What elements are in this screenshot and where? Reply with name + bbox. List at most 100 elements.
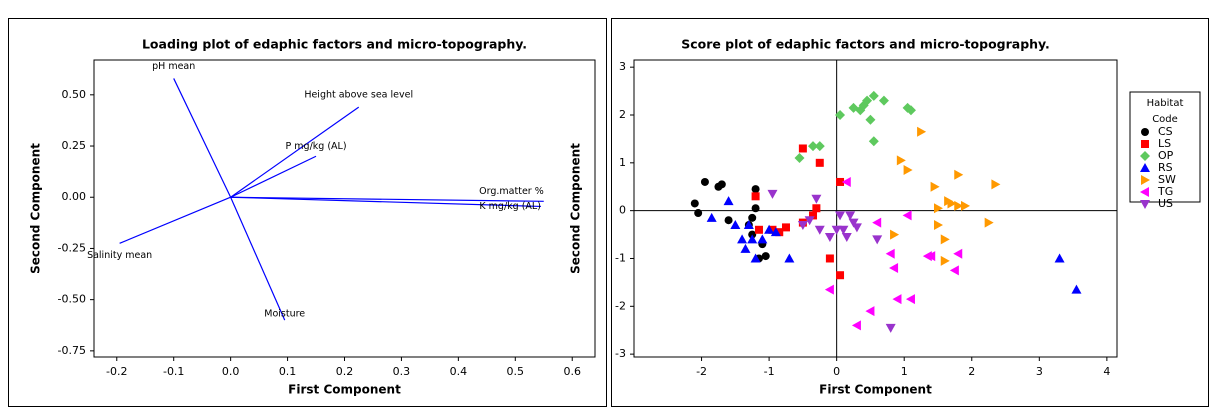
point: [933, 203, 943, 214]
point: [784, 253, 795, 263]
point: [1071, 284, 1082, 294]
point: [836, 271, 845, 280]
x-tick-label: -2: [696, 365, 707, 378]
point: [831, 225, 842, 235]
point: [811, 194, 822, 204]
point: [700, 177, 709, 186]
point: [824, 284, 834, 295]
legend-marker: [1141, 140, 1149, 148]
point: [835, 110, 846, 120]
point: [751, 192, 760, 201]
legend-marker: [1140, 163, 1150, 172]
y-axis-title: Second Component: [569, 143, 583, 274]
x-tick-label: 1: [901, 365, 908, 378]
point: [954, 169, 964, 180]
legend-box: [1129, 91, 1201, 203]
loading-vector: [173, 78, 232, 198]
point: [984, 217, 994, 228]
vector-label: K mg/kg (AL): [479, 201, 541, 212]
point: [885, 248, 895, 259]
y-tick-label: -1: [615, 251, 626, 264]
point: [917, 126, 927, 137]
point: [761, 252, 770, 261]
plot-frame: [633, 59, 1118, 358]
point: [808, 141, 819, 152]
point: [768, 225, 777, 234]
x-axis-title: First Component: [819, 383, 932, 397]
y-tick-label: 2: [619, 108, 626, 121]
point: [896, 155, 906, 166]
x-tick-label: 3: [1036, 365, 1043, 378]
y-tick-label: 0.00: [62, 190, 87, 203]
point: [933, 220, 943, 230]
point: [872, 235, 883, 245]
point: [851, 223, 862, 233]
point: [872, 217, 882, 228]
loading-vector: [230, 196, 544, 202]
legend-marker: [1140, 187, 1149, 197]
y-tick-label: -0.75: [58, 344, 86, 357]
point: [926, 251, 936, 262]
x-tick-label: -1: [764, 365, 775, 378]
y-tick-label: -2: [615, 299, 626, 312]
point: [848, 218, 859, 228]
point: [748, 213, 757, 222]
point: [750, 253, 761, 263]
point: [781, 223, 790, 232]
point: [724, 216, 733, 225]
x-tick-label: 0.1: [279, 365, 297, 378]
point: [905, 105, 916, 116]
point: [740, 243, 751, 253]
point: [751, 204, 760, 213]
y-axis-title: Second Component: [29, 143, 43, 274]
legend-label: CS: [1158, 125, 1173, 138]
x-axis-title: First Component: [288, 383, 401, 397]
point: [751, 185, 760, 194]
loading-vector: [230, 196, 541, 208]
vector-label: Org.matter %: [479, 186, 544, 197]
legend-label: US: [1158, 197, 1173, 210]
point: [905, 294, 915, 305]
legend-label: OP: [1158, 149, 1174, 162]
point: [862, 95, 873, 106]
y-tick-label: 1: [619, 156, 626, 169]
point: [797, 221, 808, 230]
x-tick-label: 0.4: [450, 365, 468, 378]
point: [815, 158, 824, 167]
legend-label: TG: [1157, 185, 1173, 198]
point: [835, 211, 846, 221]
loading-vector: [230, 196, 286, 321]
point: [865, 306, 875, 317]
point: [930, 181, 940, 192]
legend-label: RS: [1158, 161, 1173, 174]
point: [902, 210, 912, 221]
point: [954, 200, 964, 211]
x-tick-label: 0.3: [393, 365, 411, 378]
point: [940, 255, 950, 266]
legend-marker: [1141, 175, 1150, 185]
point: [812, 204, 821, 213]
point: [949, 265, 959, 276]
point: [775, 228, 784, 237]
point: [845, 211, 856, 221]
point: [794, 153, 805, 164]
point: [903, 165, 913, 175]
legend-marker: [1140, 200, 1150, 209]
legend-title: Habitat Code: [1146, 98, 1184, 125]
point: [814, 141, 825, 152]
loading-vector: [230, 155, 317, 198]
x-tick-label: 0.6: [563, 365, 581, 378]
point: [754, 225, 763, 234]
y-tick-label: -0.50: [58, 293, 86, 306]
point: [868, 136, 879, 147]
vector-label: P mg/kg (AL): [286, 141, 347, 152]
point: [865, 114, 876, 125]
vector-label: pH mean: [152, 61, 195, 72]
x-tick-label: 0.2: [336, 365, 354, 378]
legend-label: LS: [1158, 137, 1171, 150]
point: [940, 234, 950, 245]
point: [737, 234, 748, 244]
loading-vector: [119, 196, 231, 244]
